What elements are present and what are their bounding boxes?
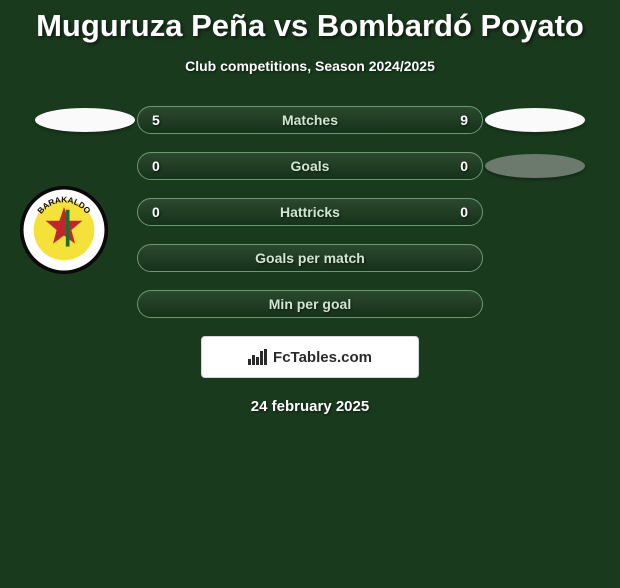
stat-left-value: 0	[152, 158, 160, 174]
stat-pill: 5 Matches 9	[137, 106, 483, 134]
club-badge: BARAKALDO	[18, 184, 110, 276]
stat-left-value: 0	[152, 204, 160, 220]
right-icon-slot	[483, 199, 587, 225]
stat-row: Min per goal	[0, 290, 620, 318]
stat-right-value: 0	[460, 158, 468, 174]
right-icon-slot	[483, 245, 587, 271]
stat-label: Goals	[291, 158, 330, 174]
credit-text: FcTables.com	[273, 349, 372, 366]
right-icon-slot	[483, 153, 587, 179]
left-icon-slot	[33, 291, 137, 317]
stat-pill: Min per goal	[137, 290, 483, 318]
stat-label: Min per goal	[269, 296, 351, 312]
stat-pill: 0 Goals 0	[137, 152, 483, 180]
right-icon-slot	[483, 291, 587, 317]
left-icon-slot	[33, 107, 137, 133]
stat-pill: 0 Hattricks 0	[137, 198, 483, 226]
stat-right-value: 0	[460, 204, 468, 220]
ellipse-white-icon	[485, 108, 585, 132]
ellipse-gray-icon	[485, 154, 585, 178]
stat-left-value: 5	[152, 112, 160, 128]
subtitle: Club competitions, Season 2024/2025	[0, 58, 620, 74]
stat-label: Hattricks	[280, 204, 340, 220]
left-icon-slot	[33, 153, 137, 179]
stat-row: 5 Matches 9	[0, 106, 620, 134]
stat-label: Matches	[282, 112, 338, 128]
credit-box[interactable]: FcTables.com	[201, 336, 419, 378]
stat-label: Goals per match	[255, 250, 365, 266]
stat-right-value: 9	[460, 112, 468, 128]
stat-row: 0 Goals 0	[0, 152, 620, 180]
right-icon-slot	[483, 107, 587, 133]
page-title: Muguruza Peña vs Bombardó Poyato	[0, 8, 620, 44]
stat-pill: Goals per match	[137, 244, 483, 272]
chart-icon	[248, 349, 267, 365]
ellipse-white-icon	[35, 108, 135, 132]
date-label: 24 february 2025	[0, 398, 620, 415]
